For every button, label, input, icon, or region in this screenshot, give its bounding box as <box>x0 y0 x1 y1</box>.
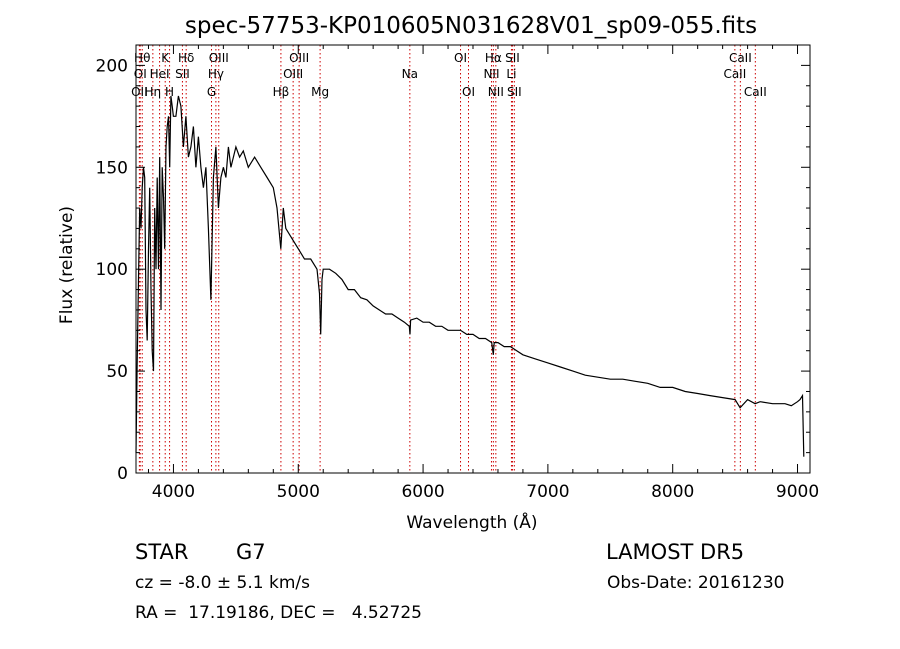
spectral-line-label: CaII <box>729 51 752 65</box>
spectral-line-label: OIII <box>289 51 309 65</box>
spectral-line-label: Hβ <box>273 85 290 99</box>
y-tick-label: 200 <box>96 56 128 76</box>
y-axis-ticks: 0 50 100 150 200 <box>96 56 810 484</box>
spectral-line-label: K <box>161 51 170 65</box>
spectral-line-label: G <box>207 85 216 99</box>
spectral-line-label: OI <box>134 67 147 81</box>
spectral-line-label: Hα <box>485 51 502 65</box>
y-tick-label: 0 <box>117 464 128 484</box>
spectral-line-label: Hθ <box>134 51 150 65</box>
spectral-line-label: OI <box>454 51 467 65</box>
spectral-line-label: OI <box>462 85 475 99</box>
spectral-line-label: SII <box>507 85 522 99</box>
coordinates: RA = 17.19186, DEC = 4.52725 <box>135 603 422 623</box>
spectral-line-label: H <box>165 85 174 99</box>
y-tick-label: 50 <box>106 362 128 382</box>
spectral-line-label: Li <box>506 67 516 81</box>
spectral-line-label: NII <box>483 67 499 81</box>
x-axis-ticks: 4000 5000 6000 7000 8000 9000 <box>147 45 819 502</box>
x-tick-label: 9000 <box>776 482 819 502</box>
spectral-line-label: Hγ <box>208 67 224 81</box>
x-axis-label: Wavelength (Å) <box>406 511 537 533</box>
x-tick-label: 6000 <box>401 482 444 502</box>
flux-series <box>135 95 805 457</box>
spectral-line-label: Hη <box>145 85 162 99</box>
spectral-line-label: OIII <box>283 67 303 81</box>
redshift-readout: cz = -8.0 ± 5.1 km/s <box>135 573 310 593</box>
spectral-line-markers <box>138 45 756 473</box>
spectral-line-label: Na <box>402 67 418 81</box>
object-subclass: G7 <box>236 540 266 564</box>
spectral-line-label: SII <box>175 67 190 81</box>
spectral-line-label: HeI <box>150 67 170 81</box>
survey-name: LAMOST DR5 <box>606 540 745 564</box>
y-tick-label: 150 <box>96 158 128 178</box>
spectral-line-label: CaII <box>723 67 746 81</box>
y-axis-label: Flux (relative) <box>57 206 77 324</box>
spectral-line-label: CaII <box>744 85 767 99</box>
spectral-line-label: NII <box>488 85 504 99</box>
y-tick-label: 100 <box>96 260 128 280</box>
x-tick-label: 7000 <box>526 482 569 502</box>
x-tick-label: 4000 <box>152 482 195 502</box>
chart-title: spec-57753-KP010605N031628V01_sp09-055.f… <box>185 13 757 39</box>
x-tick-label: 5000 <box>277 482 320 502</box>
x-tick-label: 8000 <box>651 482 694 502</box>
plot-frame <box>135 44 811 474</box>
object-class: STAR <box>135 540 189 564</box>
spectral-line-label: OII <box>131 85 148 99</box>
spectral-line-labels: OIIOIHθHηHeIKHSIIHδGHγOIIIHβOIIIOIIIMgNa… <box>131 51 767 99</box>
flux-line <box>135 95 805 457</box>
spectral-line-label: SII <box>505 51 520 65</box>
spectral-line-label: OIII <box>209 51 229 65</box>
spectral-line-label: Mg <box>311 85 329 99</box>
spectral-line-label: Hδ <box>178 51 194 65</box>
obs-date: Obs-Date: 20161230 <box>607 573 785 593</box>
